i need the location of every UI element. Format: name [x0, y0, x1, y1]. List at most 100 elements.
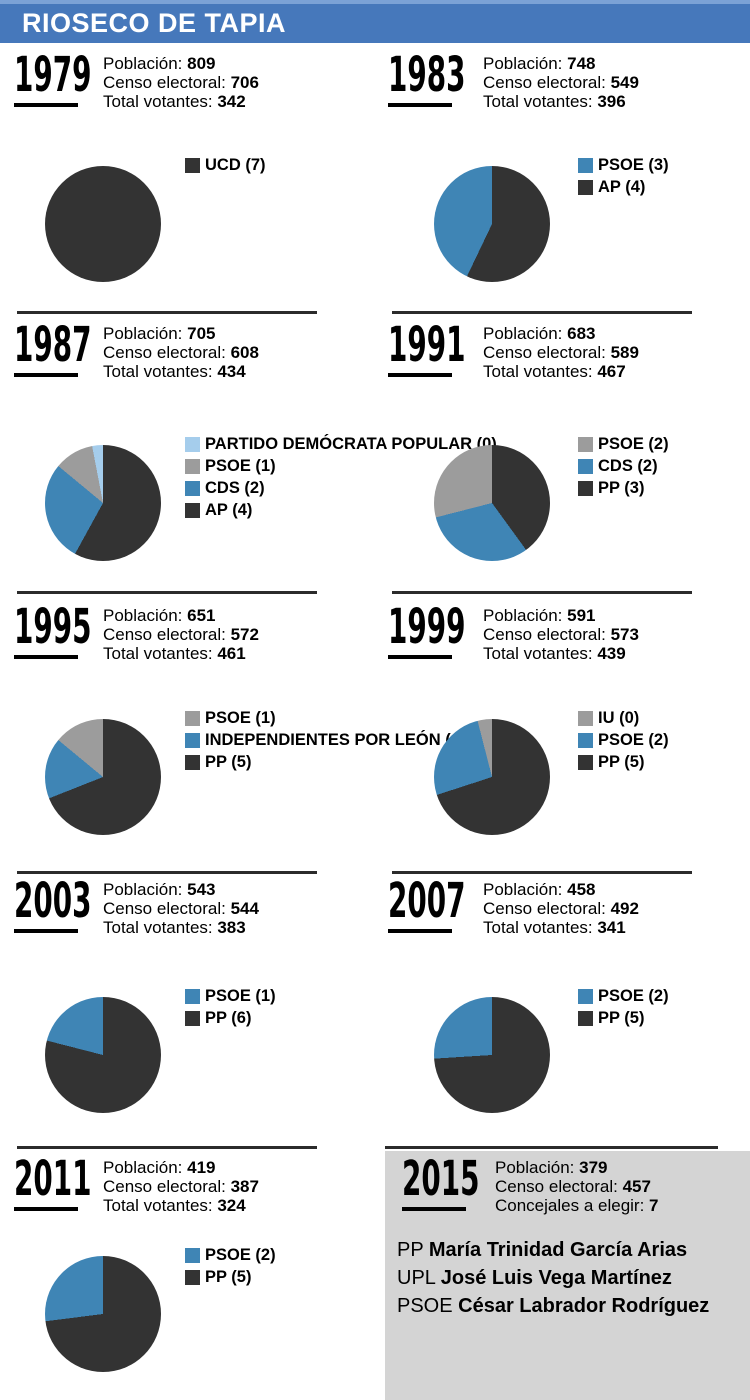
legend-label: PP (5) — [598, 1008, 645, 1027]
stat-value: 419 — [187, 1158, 216, 1177]
stat-value: 608 — [230, 343, 259, 362]
stats-1987: Población: 705 Censo electoral: 608 Total … — [103, 324, 259, 381]
legend-item: CDS (2) — [185, 477, 497, 499]
legend-item: PSOE (2) — [578, 433, 669, 455]
stat-value: 683 — [567, 324, 596, 343]
legend-2003: PSOE (1) PP (6) — [185, 985, 276, 1029]
candidate-party: PP — [397, 1239, 424, 1261]
stat-label: Censo electoral: — [483, 625, 611, 644]
candidate-psoe: PSOE César Labrador Rodríguez — [397, 1294, 709, 1318]
stat-row: Población: 683 — [483, 324, 639, 343]
legend-swatch — [578, 436, 593, 452]
year-underline — [14, 929, 78, 933]
legend-item: INDEPENDIENTES POR LEÓN (1) — [185, 729, 465, 751]
stat-label: Censo electoral: — [483, 899, 611, 918]
year-underline — [14, 655, 78, 659]
stat-row: Población: 705 — [103, 324, 259, 343]
legend-label: PSOE (2) — [598, 986, 669, 1005]
stat-label: Población: — [483, 324, 568, 343]
year-underline — [388, 655, 452, 659]
stat-row: Total votantes: 434 — [103, 362, 259, 381]
stats-1999: Población: 591 Censo electoral: 573 Total … — [483, 606, 639, 663]
legend-label: CDS (2) — [598, 456, 658, 475]
year-underline — [14, 373, 78, 377]
divider-line — [17, 871, 317, 874]
divider-line — [385, 1146, 718, 1149]
pie-chart-1983 — [434, 166, 550, 282]
legend-item: PP (3) — [578, 477, 669, 499]
legend-1983: PSOE (3) AP (4) — [578, 154, 669, 198]
legend-swatch — [185, 1247, 200, 1263]
stat-label: Total votantes: — [103, 644, 218, 663]
divider-line — [392, 311, 692, 314]
stat-row: Censo electoral: 544 — [103, 899, 259, 918]
stat-row: Población: 651 — [103, 606, 259, 625]
stat-value: 573 — [610, 625, 639, 644]
legend-swatch — [185, 710, 200, 726]
legend-label: PSOE (1) — [205, 708, 276, 727]
legend-item: PP (5) — [185, 1266, 276, 1288]
stat-row: Total votantes: 341 — [483, 918, 639, 937]
legend-item: UCD (7) — [185, 154, 266, 176]
candidate-name: José Luis Vega Martínez — [440, 1267, 672, 1289]
pie-chart-1999 — [434, 719, 550, 835]
header-bar: RIOSECO DE TAPIA — [0, 4, 750, 43]
legend-item: PSOE (1) — [185, 985, 276, 1007]
results-2015-panel — [385, 1151, 750, 1400]
pie-chart-2007 — [434, 997, 550, 1113]
year-label: 2003 — [14, 873, 92, 929]
stat-value: 342 — [217, 92, 246, 111]
year-underline — [388, 929, 452, 933]
stat-row: Censo electoral: 608 — [103, 343, 259, 362]
pie-chart-2003 — [45, 997, 161, 1113]
legend-item: PSOE (2) — [185, 1244, 276, 1266]
stat-row: Censo electoral: 706 — [103, 73, 259, 92]
stat-label: Total votantes: — [103, 918, 218, 937]
stat-value: 324 — [217, 1196, 246, 1215]
year-underline — [14, 1207, 78, 1211]
stat-row: Población: 543 — [103, 880, 259, 899]
stat-value: 458 — [567, 880, 596, 899]
divider-line — [392, 591, 692, 594]
legend-swatch — [578, 710, 593, 726]
stat-label: Censo electoral: — [103, 1177, 231, 1196]
legend-swatch — [185, 988, 200, 1004]
pie-chart-1987 — [45, 445, 161, 561]
stat-row: Censo electoral: 589 — [483, 343, 639, 362]
stat-row: Total votantes: 461 — [103, 644, 259, 663]
stat-label: Censo electoral: — [103, 73, 231, 92]
stat-label: Población: — [103, 324, 188, 343]
legend-item: PSOE (3) — [578, 154, 669, 176]
stat-label: Población: — [483, 54, 568, 73]
year-label: 1979 — [14, 47, 92, 103]
legend-swatch — [578, 179, 593, 195]
stat-value: 591 — [567, 606, 596, 625]
legend-label: INDEPENDIENTES POR LEÓN (1) — [205, 730, 466, 749]
stats-2011: Población: 419 Censo electoral: 387 Total … — [103, 1158, 259, 1215]
stats-1979: Población: 809 Censo electoral: 706 Total … — [103, 54, 259, 111]
stat-row: Censo electoral: 573 — [483, 625, 639, 644]
legend-label: PP (6) — [205, 1008, 252, 1027]
stat-row: Población: 419 — [103, 1158, 259, 1177]
candidate-name: César Labrador Rodríguez — [458, 1295, 710, 1317]
stat-value: 379 — [579, 1158, 608, 1177]
stat-row: Población: 809 — [103, 54, 259, 73]
stat-value: 341 — [597, 918, 626, 937]
legend-item: PSOE (1) — [185, 707, 465, 729]
stat-row: Total votantes: 439 — [483, 644, 639, 663]
legend-label: PSOE (3) — [598, 155, 669, 174]
legend-item: PP (5) — [185, 751, 465, 773]
stat-label: Total votantes: — [483, 362, 598, 381]
legend-label: PP (5) — [598, 752, 645, 771]
stat-label: Total votantes: — [483, 644, 598, 663]
year-label: 1991 — [388, 317, 466, 373]
stat-value: 434 — [217, 362, 246, 381]
year-label: 1987 — [14, 317, 92, 373]
legend-swatch — [578, 1010, 593, 1026]
header-accent-strip — [0, 0, 750, 4]
stat-label: Población: — [495, 1158, 580, 1177]
stats-2003: Población: 543 Censo electoral: 544 Total … — [103, 880, 259, 937]
stat-value: 383 — [217, 918, 246, 937]
legend-swatch — [185, 1010, 200, 1026]
